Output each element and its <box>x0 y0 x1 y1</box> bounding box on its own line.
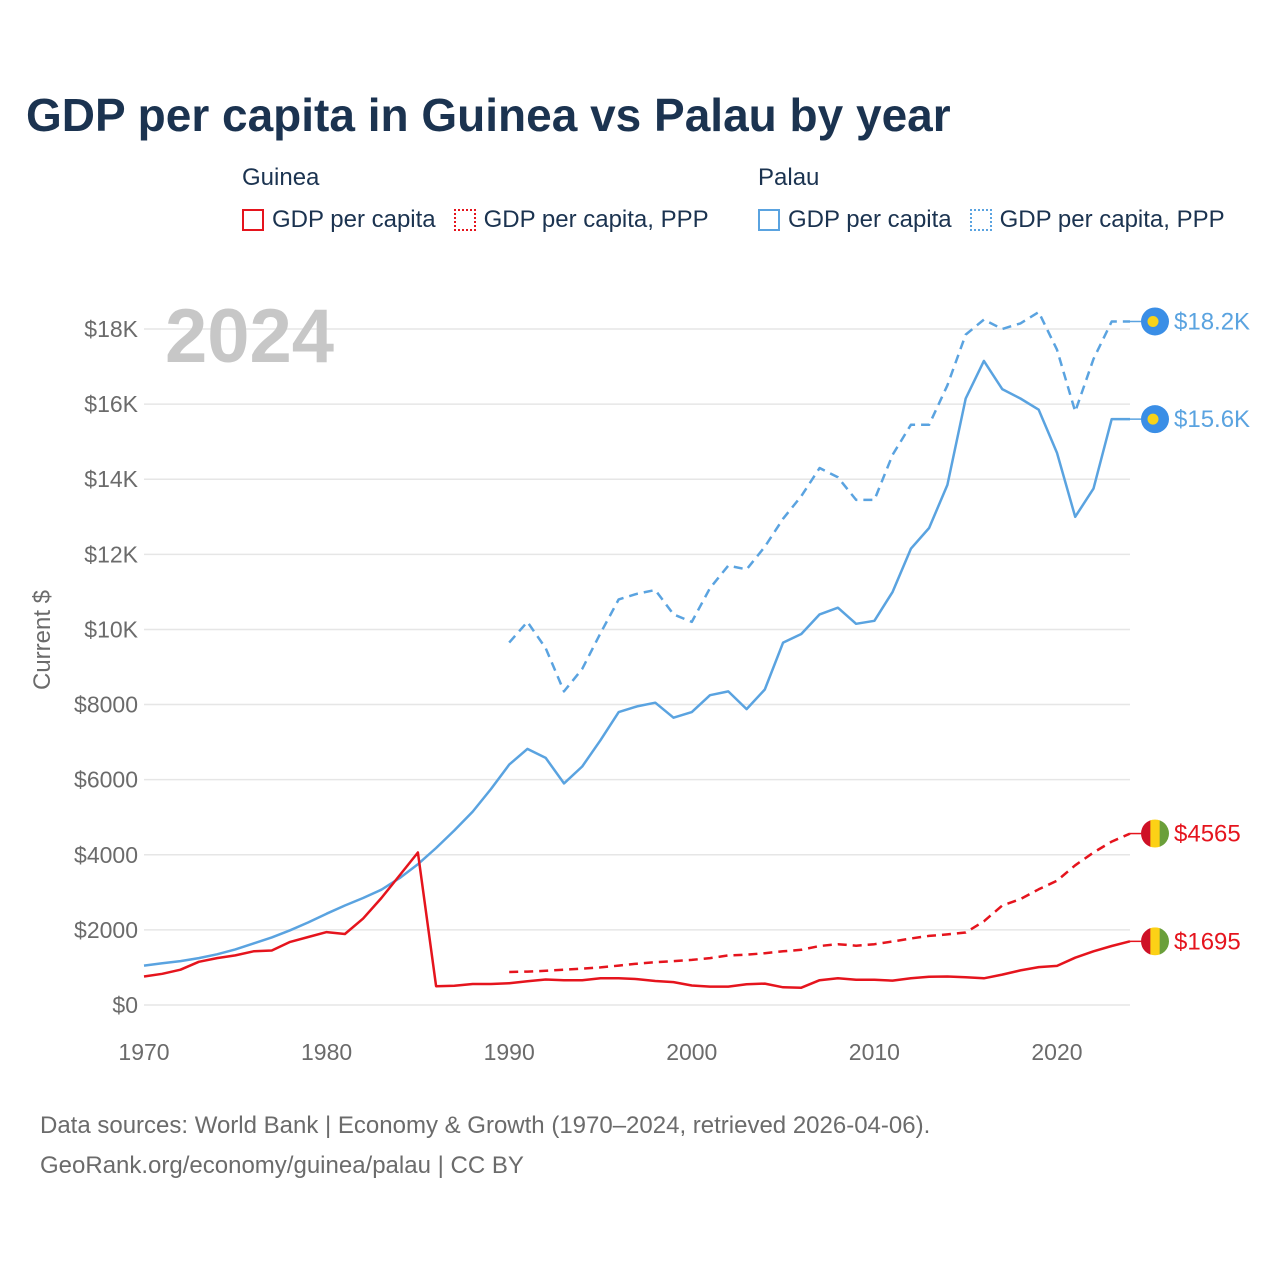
flag-disc <box>1147 413 1159 425</box>
chart-title: GDP per capita in Guinea vs Palau by yea… <box>26 89 951 141</box>
y-tick-label: $4000 <box>74 842 138 868</box>
y-tick-label: $18K <box>84 316 138 342</box>
legend-group-guinea: Guinea GDP per capita GDP per capita, PP… <box>242 164 727 234</box>
legend-group-name-palau: Palau <box>758 164 820 191</box>
x-tick-label: 1970 <box>118 1039 169 1065</box>
x-tick-label: 1980 <box>301 1039 352 1065</box>
end-value-label: $15.6K <box>1174 406 1250 433</box>
legend-label: GDP per capita, PPP <box>483 206 709 233</box>
y-tick-label: $10K <box>84 616 138 642</box>
year-watermark: 2024 <box>165 294 334 379</box>
flag-disc <box>1147 315 1159 327</box>
guinea-flag-icon <box>1141 819 1169 848</box>
series-line <box>509 832 1131 974</box>
legend-group-name-guinea: Guinea <box>242 164 320 191</box>
flag-stripe <box>1141 819 1151 848</box>
guinea-flag-icon <box>1141 927 1169 956</box>
flag-stripe <box>1159 819 1169 848</box>
x-tick-label: 1990 <box>484 1039 535 1065</box>
legend-swatch-dotted-blue <box>969 209 992 231</box>
flag-stripe <box>1150 927 1161 956</box>
x-tick-label: 2020 <box>1031 1039 1082 1065</box>
series-line <box>508 310 1130 693</box>
legend-swatch-solid-red <box>242 209 264 231</box>
legend-item-palau-ppp[interactable]: GDP per capita, PPP <box>969 206 1225 234</box>
x-tick-label: 2000 <box>666 1039 717 1065</box>
legend-item-palau-gdp[interactable]: GDP per capita <box>758 206 952 234</box>
palau-flag-icon <box>1141 307 1169 336</box>
flag-stripe <box>1159 927 1169 956</box>
legend-swatch-dotted-red <box>453 209 476 231</box>
x-tick-label: 2010 <box>849 1039 900 1065</box>
legend-swatch-solid-blue <box>758 209 780 231</box>
footer-sources: Data sources: World Bank | Economy & Gro… <box>40 1112 931 1139</box>
end-value-label: $18.2K <box>1174 308 1250 335</box>
legend-label: GDP per capita <box>788 206 952 233</box>
legend-item-guinea-ppp[interactable]: GDP per capita, PPP <box>453 206 709 234</box>
series-line <box>143 851 1131 989</box>
flag-stripe <box>1141 927 1151 956</box>
y-tick-label: $16K <box>84 391 138 417</box>
legend-label: GDP per capita, PPP <box>999 206 1225 233</box>
footer-attribution: GeoRank.org/economy/guinea/palau | CC BY <box>40 1152 524 1179</box>
legend-label: GDP per capita <box>272 206 436 233</box>
end-value-label: $1695 <box>1174 928 1241 955</box>
y-tick-label: $12K <box>84 541 138 567</box>
legend-item-guinea-gdp[interactable]: GDP per capita <box>242 206 436 234</box>
end-value-label: $4565 <box>1174 821 1241 848</box>
y-tick-label: $2000 <box>74 917 138 943</box>
series-line <box>143 359 1130 967</box>
y-tick-label: $6000 <box>74 767 138 793</box>
flag-stripe <box>1150 819 1161 848</box>
palau-flag-icon <box>1141 405 1169 434</box>
y-tick-label: $8000 <box>74 692 138 718</box>
footer: Data sources: World Bank | Economy & Gro… <box>40 1106 930 1186</box>
y-tick-label: $0 <box>112 992 138 1018</box>
y-tick-label: $14K <box>84 466 138 492</box>
y-axis-title: Current $ <box>29 590 56 690</box>
legend-group-palau: Palau GDP per capita GDP per capita, PPP <box>758 164 1243 234</box>
